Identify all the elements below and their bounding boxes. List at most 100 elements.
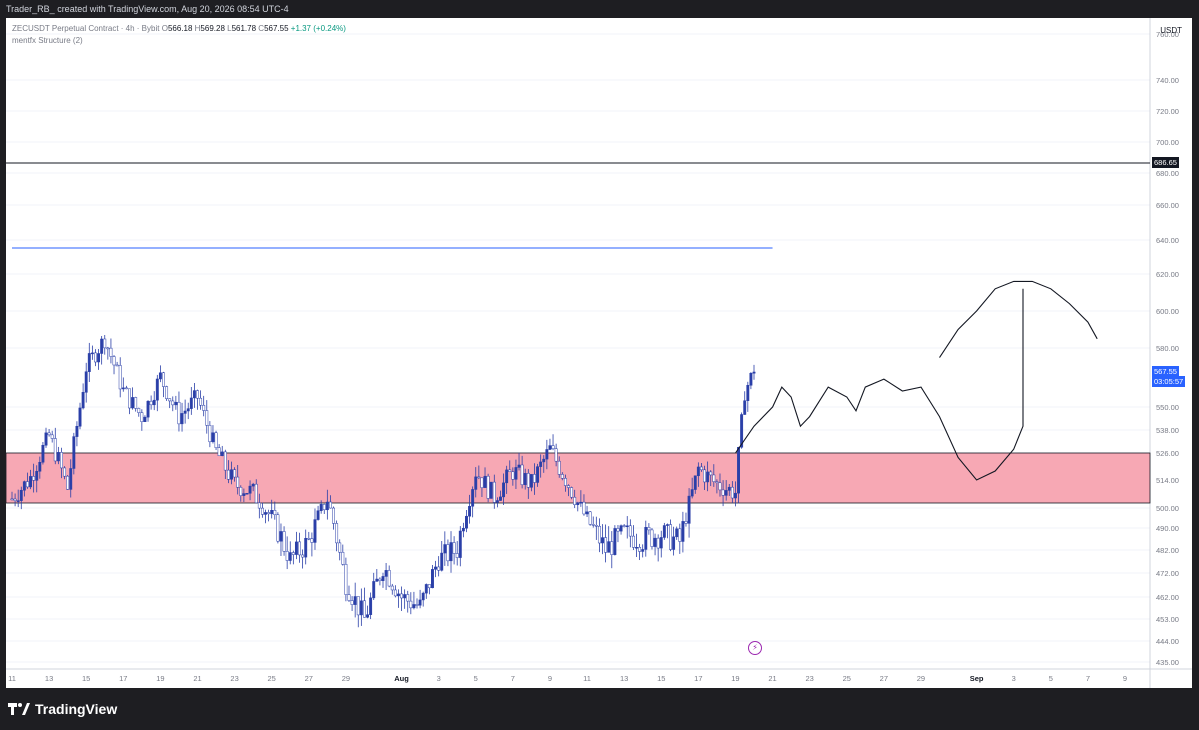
candle-body [66,475,70,490]
candle-body [384,570,388,577]
candle-body [724,490,728,496]
legend-low: 561.78 [231,24,257,33]
candle-body [53,438,57,462]
time-tick-label: 3 [1012,674,1016,683]
candle-body [165,386,169,399]
candle-body [523,473,527,485]
candle-body [576,502,580,506]
candle-body [208,425,212,443]
candle-body [50,434,54,439]
legend-high-label: H [194,24,201,33]
candle-body [591,524,595,526]
price-tick-label: 482.00 [1156,546,1179,555]
candle-body [338,542,342,553]
candle-body [489,481,493,499]
candle-body [693,475,697,490]
candle-body [594,525,598,527]
last-price-tag[interactable]: 567.55 [1152,366,1179,377]
candle-body [100,338,104,354]
candle-body [38,461,42,472]
candle-body [121,387,125,390]
candle-body [81,392,85,409]
candle-body [734,492,737,499]
legend-indicator[interactable]: mentfx Structure (2) [12,36,83,45]
candle-body [619,525,623,532]
candle-body [638,546,642,552]
candle-body [282,531,286,552]
candle-body [189,397,193,409]
candle-body [199,397,203,406]
candle-body [124,387,128,390]
candle-body [548,445,552,450]
projection-arc [939,280,1098,358]
candle-body [60,452,63,469]
candle-body [328,501,332,509]
time-tick-label: 13 [45,674,53,683]
candle-body [669,524,672,550]
candle-body [109,347,113,357]
candle-body [69,468,73,490]
candle-body [455,553,459,558]
candle-body [257,502,261,509]
candle-body [495,500,499,503]
candle-body [242,493,246,496]
candle-body [536,466,540,483]
price-tick-label: 550.00 [1156,403,1179,412]
candle-body [743,400,747,415]
candle-body [381,576,385,581]
time-tick-label: 23 [230,674,238,683]
chart-frame[interactable]: 760.00 740.00 720.00 700.00 680.00 660.00 640.… [6,18,1192,688]
candle-body [715,481,719,484]
time-tick-label: 11 [583,674,591,683]
candle-body [468,506,472,517]
candle-body [696,466,700,477]
candle-body [112,356,116,366]
candle-body [520,464,524,485]
time-tick-label: 27 [305,674,313,683]
candle-body [146,400,150,418]
candle-body [397,593,400,597]
candle-body [517,464,521,468]
tradingview-brand-text: TradingView [35,701,118,717]
candle-body [183,410,187,414]
candle-body [746,385,750,401]
candle-body [477,476,481,479]
candle-body [465,515,468,529]
candle-body [431,569,434,589]
candle-body [588,511,592,525]
candle-body [403,594,407,599]
price-tick-label: 538.00 [1156,426,1179,435]
candle-body [44,432,48,446]
candle-body [366,614,369,618]
candle-body [492,481,496,503]
candle-body [480,477,484,488]
lightning-event-icon[interactable]: ⚡ [748,641,762,655]
candle-body [251,483,255,487]
candle-body [353,596,357,605]
candle-body [211,432,215,443]
candle-body [288,552,292,561]
candle-body [424,584,428,594]
candle-body [437,566,441,571]
candle-body [220,451,224,457]
price-tick-label: 490.00 [1156,524,1179,533]
price-unit-label[interactable]: USDT [1160,26,1182,35]
candle-body [653,537,657,547]
marker-price-tag[interactable]: 686.65 [1152,157,1179,168]
candle-body [656,537,660,549]
candle-body [260,507,264,515]
candle-body [628,525,632,537]
chart-canvas[interactable]: 760.00 740.00 720.00 700.00 680.00 660.00 640.… [6,18,1192,688]
candle-body [273,510,277,515]
price-tick-label: 580.00 [1156,344,1179,353]
candle-body [41,444,45,463]
candle-body [168,398,172,402]
legend-symbol[interactable]: ZECUSDT Perpetual Contract · 4h · Bybit [12,24,160,33]
candle-body [545,449,549,460]
candle-body [94,352,97,363]
candle-body [610,541,614,555]
candle-body [313,519,317,543]
candle-body [486,475,490,499]
tradingview-logo[interactable]: TradingView [8,701,117,717]
candle-body [378,578,382,581]
